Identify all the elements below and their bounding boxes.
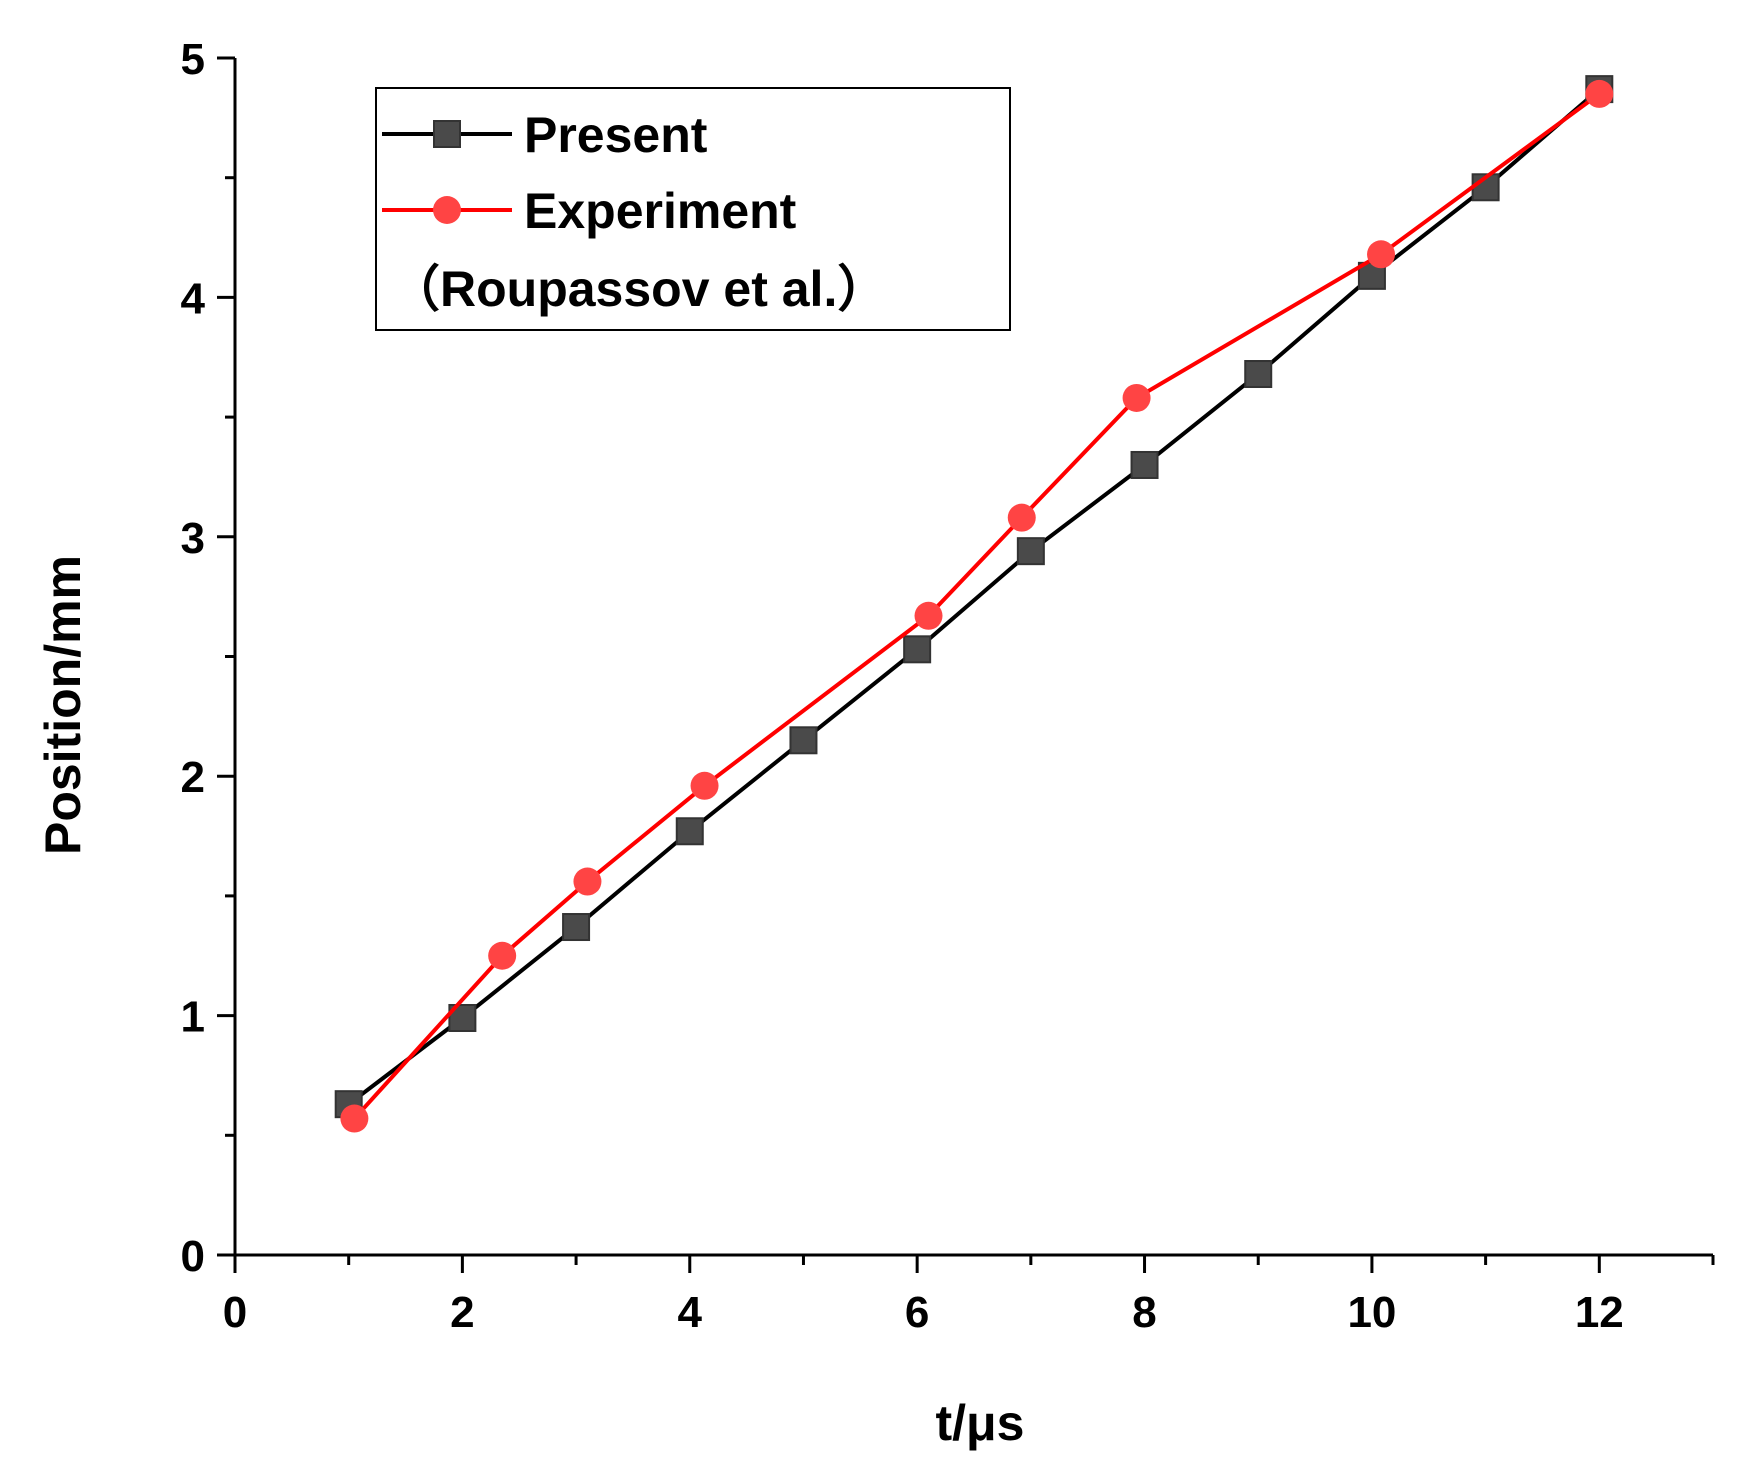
- data-point-experiment: [488, 941, 517, 970]
- series-experiment: [340, 79, 1614, 1133]
- data-point-present: [789, 726, 818, 755]
- data-point-present: [1130, 450, 1159, 479]
- x-tick-label: 2: [450, 1288, 474, 1337]
- data-point-present: [1244, 360, 1273, 389]
- legend: Present Experiment （Roupassov et al.）: [375, 87, 1011, 331]
- x-tick-label: 10: [1347, 1288, 1396, 1337]
- legend-marker-present: [433, 120, 461, 148]
- data-point-present: [562, 913, 591, 942]
- data-point-experiment: [573, 867, 602, 896]
- data-point-experiment: [1585, 79, 1614, 108]
- y-tick-label: 2: [181, 753, 205, 802]
- data-point-present: [903, 635, 932, 664]
- series-layer: [334, 75, 1614, 1133]
- data-point-experiment: [690, 771, 719, 800]
- y-tick-label: 5: [181, 35, 205, 84]
- x-axis-title: t/μs: [936, 1395, 1025, 1451]
- x-tick-label: 12: [1575, 1288, 1624, 1337]
- data-point-experiment: [1122, 383, 1151, 412]
- legend-label-present: Present: [524, 107, 708, 163]
- y-tick-label: 0: [181, 1232, 205, 1281]
- data-point-experiment: [914, 601, 943, 630]
- data-point-present: [675, 817, 704, 846]
- y-tick-label: 3: [181, 514, 205, 563]
- x-axis-ticks: 0 2 4 6 8 10 12: [223, 1255, 1715, 1337]
- x-tick-label: 4: [678, 1288, 703, 1337]
- y-axis-title: Position/mm: [35, 555, 91, 855]
- y-tick-label: 4: [181, 274, 206, 323]
- x-tick-label: 6: [905, 1288, 929, 1337]
- legend-label-citation: （Roupassov et al.）: [390, 261, 887, 317]
- data-point-experiment: [340, 1104, 369, 1133]
- y-axis-ticks: 0 1 2 3 4 5: [181, 35, 235, 1281]
- data-point-experiment: [1007, 503, 1036, 532]
- x-tick-label: 0: [223, 1288, 247, 1337]
- data-point-experiment: [1367, 240, 1396, 269]
- legend-label-experiment: Experiment: [524, 183, 797, 239]
- data-point-present: [1016, 537, 1045, 566]
- y-tick-label: 1: [181, 993, 205, 1042]
- legend-marker-experiment: [433, 196, 461, 224]
- x-tick-label: 8: [1132, 1288, 1156, 1337]
